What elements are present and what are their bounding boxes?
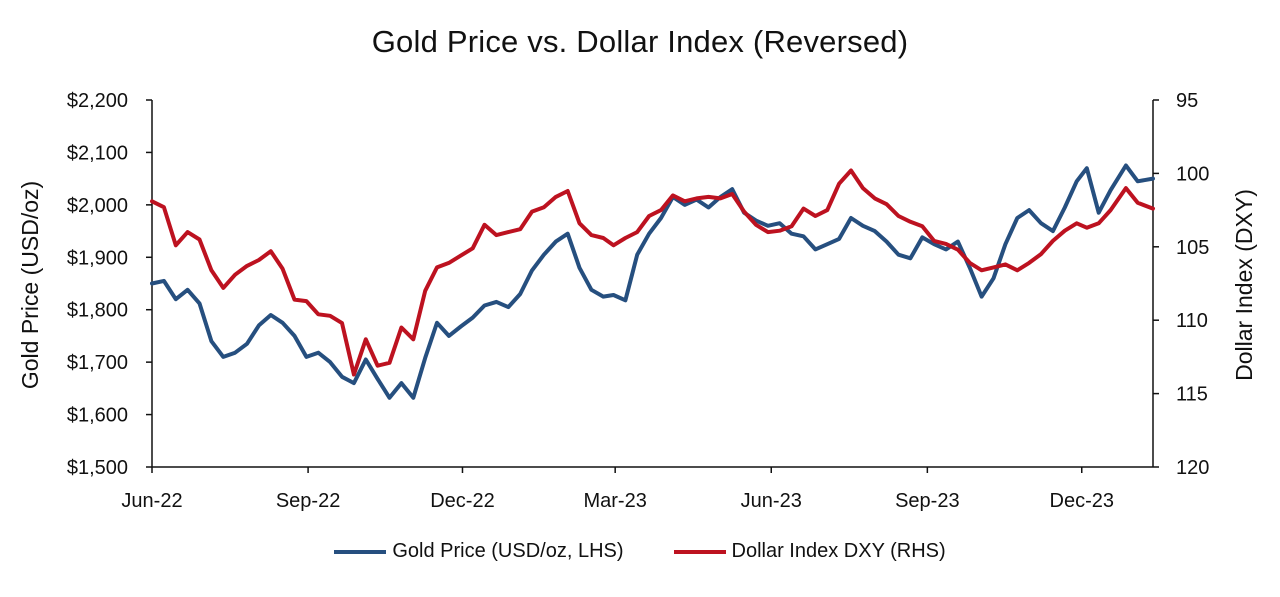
- legend-label-gold: Gold Price (USD/oz, LHS): [392, 540, 624, 562]
- axes: $2,200 $2,100 $2,000 $1,900 $1,800 $1,700 $1,6…: [67, 90, 1210, 512]
- series-layer: [150, 163, 1155, 400]
- x-tick-label: Mar-23: [583, 490, 646, 512]
- legend-item-gold: Gold Price (USD/oz, LHS): [334, 540, 624, 563]
- y-left-tick-label: $1,900: [67, 247, 128, 269]
- y-left-tick-label: $2,200: [67, 90, 128, 112]
- legend-swatch-dxy: [673, 549, 726, 554]
- x-tick-label: Dec-22: [430, 490, 494, 512]
- y-left-tick-label: $1,600: [67, 405, 128, 427]
- y-left-tick-label: $1,700: [67, 352, 128, 374]
- y-right-tick-label: 100: [1176, 163, 1209, 185]
- legend-item-dxy: Dollar Index DXY (RHS): [673, 540, 946, 563]
- gold-price-line: [150, 163, 1155, 400]
- x-tick-label: Sep-22: [276, 490, 341, 512]
- legend: Gold Price (USD/oz, LHS) Dollar Index DX…: [0, 540, 1280, 563]
- legend-label-dxy: Dollar Index DXY (RHS): [731, 540, 946, 562]
- y-left-tick-label: $1,800: [67, 300, 128, 322]
- dollar-index-line: [150, 168, 1155, 377]
- y-right-tick-label: 115: [1176, 384, 1208, 406]
- y-axis-left-title: Gold Price (USD/oz): [17, 181, 43, 389]
- x-tick-label: Jun-22: [121, 490, 182, 512]
- x-tick-label: Dec-23: [1050, 490, 1114, 512]
- x-tick-label: Jun-23: [741, 490, 802, 512]
- y-left-tick-label: $2,100: [67, 142, 128, 164]
- x-tick-label: Sep-23: [895, 490, 960, 512]
- y-right-tick-label: 95: [1176, 90, 1198, 112]
- legend-swatch-gold: [334, 549, 387, 554]
- y-right-tick-label: 120: [1176, 457, 1209, 479]
- y-axis-right-title: Dollar Index (DXY): [1231, 189, 1257, 381]
- chart-title: Gold Price vs. Dollar Index (Reversed): [371, 24, 909, 59]
- y-right-tick-label: 105: [1176, 237, 1209, 259]
- y-left-tick-label: $2,000: [67, 195, 128, 217]
- y-left-tick-label: $1,500: [67, 457, 128, 479]
- y-right-tick-label: 110: [1176, 310, 1208, 332]
